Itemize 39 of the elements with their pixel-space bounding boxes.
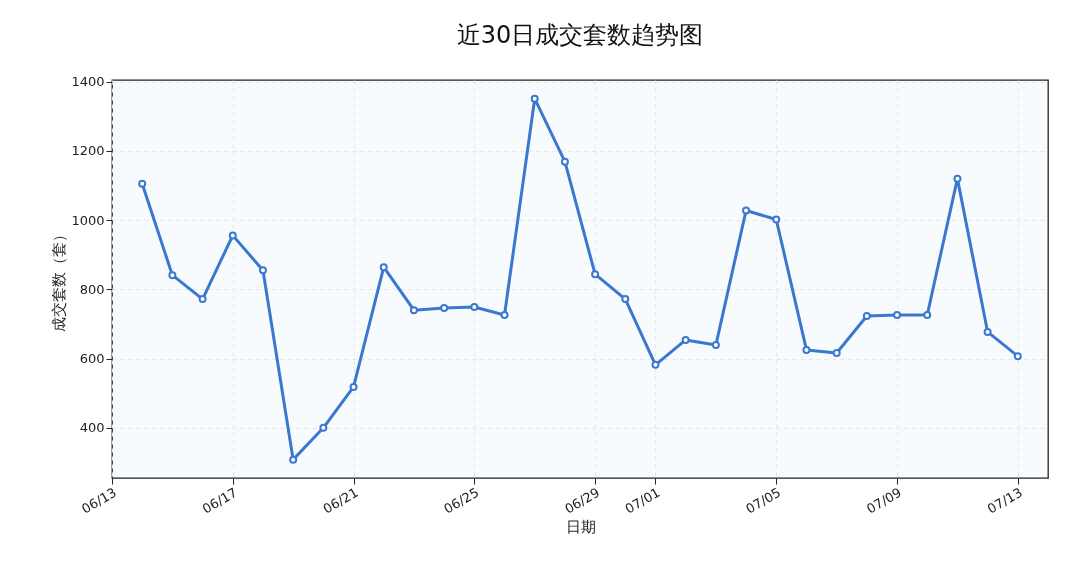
point <box>138 179 147 188</box>
point <box>772 215 781 224</box>
x-axis-title: 日期 <box>565 518 596 537</box>
point <box>530 94 539 103</box>
point <box>198 295 207 304</box>
point <box>409 306 418 315</box>
point <box>832 349 841 358</box>
y-tick-label: 1400 <box>71 74 105 90</box>
point <box>500 311 509 319</box>
y-tick-label: 1000 <box>71 212 105 228</box>
y-axis-title: 成交套数（套） <box>50 227 69 332</box>
point <box>228 231 237 240</box>
y-tick-label: 400 <box>79 420 105 436</box>
point <box>591 270 600 279</box>
point <box>349 382 358 391</box>
point <box>1013 352 1022 361</box>
chart-title: 近30日成交套数趋势图 <box>456 20 704 49</box>
point <box>651 360 660 369</box>
point <box>983 327 992 336</box>
y-tick-label: 600 <box>79 351 105 367</box>
point <box>560 157 569 166</box>
point <box>893 311 902 319</box>
point <box>711 341 720 350</box>
point <box>168 271 177 280</box>
point <box>862 312 871 321</box>
point <box>289 455 298 464</box>
point <box>923 311 932 319</box>
y-tick-label: 800 <box>79 281 105 297</box>
point <box>319 423 328 432</box>
point <box>258 266 267 275</box>
point <box>742 206 751 215</box>
point <box>379 263 388 272</box>
y-tick-label: 1200 <box>71 143 105 159</box>
point <box>440 304 449 313</box>
point <box>621 295 630 304</box>
point <box>470 303 479 312</box>
point <box>953 174 962 183</box>
point <box>681 335 690 344</box>
point <box>802 345 811 354</box>
